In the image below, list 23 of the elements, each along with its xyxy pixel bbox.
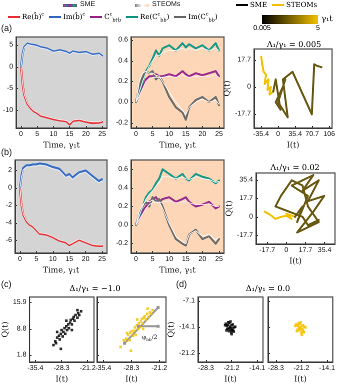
x-axis-title: I(t) [289,256,302,266]
text: (d) [176,279,187,289]
color-bar-title: γ₁t [321,14,333,23]
x-axis-title: Time, γ₁t [42,266,80,274]
x-axis-title: I(t) [125,374,138,384]
x-axis-title: I(t) [55,374,68,384]
x-axis-title: I(t) [294,374,307,384]
text: (a) [1,23,12,33]
x-axis-title: Time, γ₁t [159,266,197,274]
chart-title: Δ₁/γ₁ = 0.0 [246,284,290,293]
chart-title: Δ₁/γ₁ = −1.0 [70,284,120,293]
y-axis-title: Q(t) [222,80,232,97]
x-axis-title: Time, γ₁t [159,140,197,150]
chart-title: Λ₁/γ₁ = 0.005 [266,40,322,49]
chart-title: Λ₁/γ₁ = 0.02 [270,163,320,172]
text: (b) [1,147,12,157]
x-axis-title: I(t) [224,374,237,384]
y-axis-title: Q(t) [166,321,176,338]
y-axis-title: Q(t) [0,321,10,338]
x-axis-title: I(t) [286,140,300,150]
y-axis-title: Q(t) [224,200,234,217]
text: (c) [1,279,12,289]
x-axis-title: Time, γ₁t [43,140,81,150]
